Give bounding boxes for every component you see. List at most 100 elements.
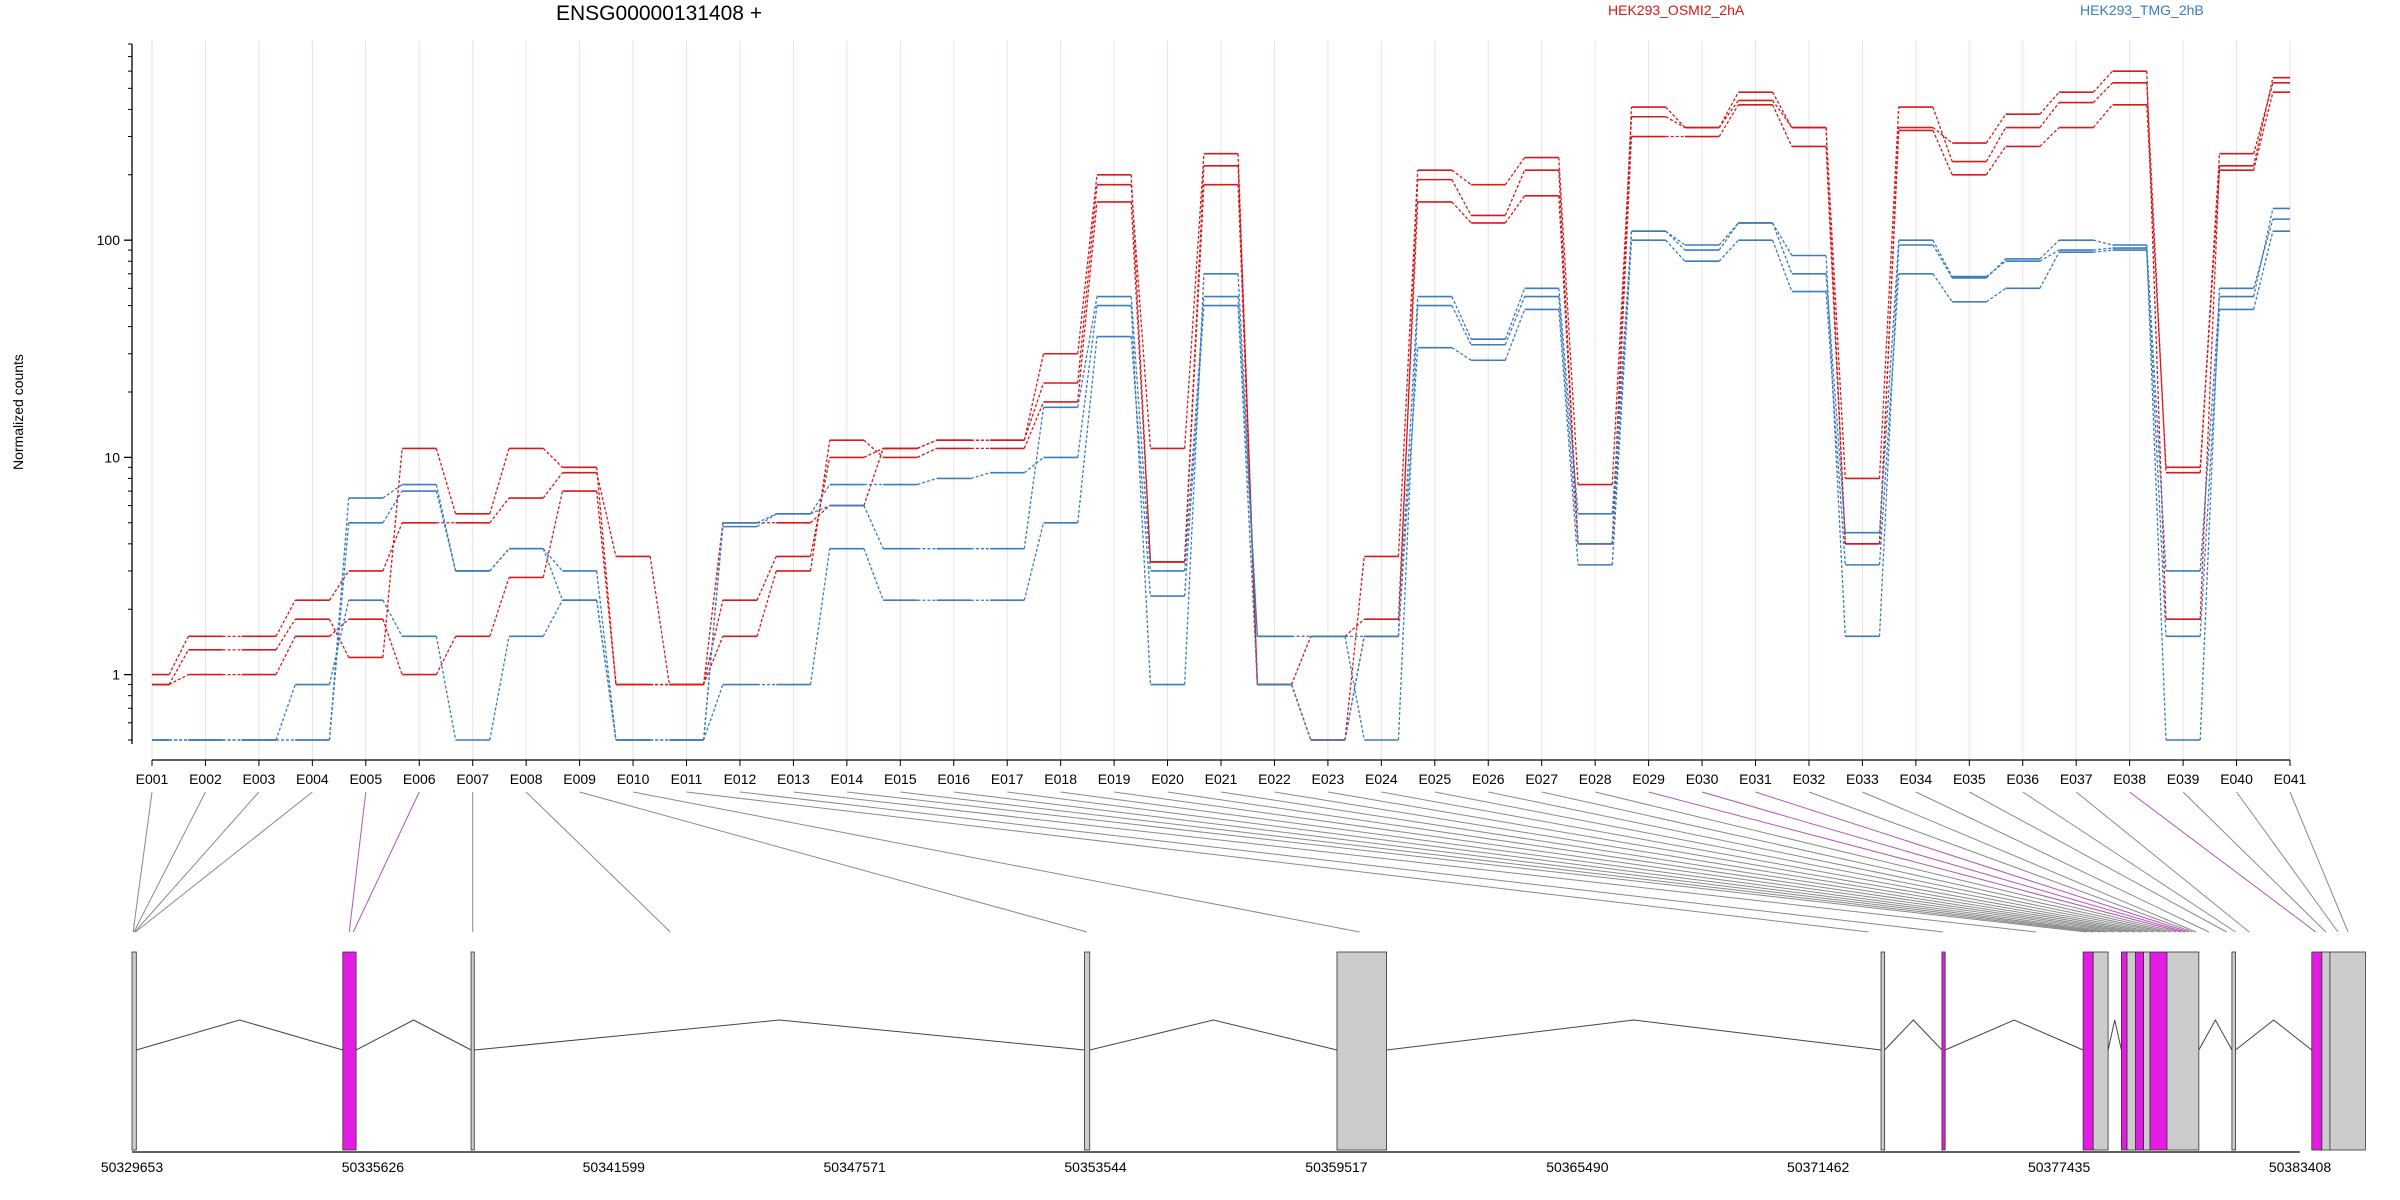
series-transition xyxy=(1878,273,1900,565)
series-transition xyxy=(2253,231,2274,310)
series-transition xyxy=(2146,104,2167,468)
series-transition xyxy=(1451,347,1472,361)
series-transition xyxy=(2039,251,2060,289)
series-transition xyxy=(1771,239,1793,292)
x-tick-label-e014: E014 xyxy=(830,771,863,787)
series-transition xyxy=(809,484,831,515)
intron-line xyxy=(2198,1018,2233,1051)
connector-e020 xyxy=(1167,791,2129,933)
connector-e008 xyxy=(525,791,671,933)
series-transition xyxy=(1344,556,1365,741)
x-tick-label-e011: E011 xyxy=(671,771,703,787)
x-tick-label-e025: E025 xyxy=(1418,771,1451,787)
series-transition xyxy=(809,548,831,685)
connector-e009 xyxy=(579,791,1088,933)
x-tick-label-e007: E007 xyxy=(456,771,489,787)
series-transition xyxy=(489,636,510,741)
series-transition xyxy=(1023,522,1045,601)
connector-e019 xyxy=(1114,791,2122,933)
series-transition xyxy=(1665,116,1686,129)
series-transition xyxy=(382,448,403,658)
series-transition xyxy=(382,490,403,524)
connector-e011 xyxy=(686,791,1869,933)
intron-line xyxy=(1089,1019,1338,1051)
connector-e025 xyxy=(1434,791,2161,933)
connector-e034 xyxy=(1915,791,2210,933)
exon-box-8 xyxy=(2082,951,2094,1151)
series-transition xyxy=(2092,104,2114,128)
series-transition xyxy=(1130,184,1152,449)
intron-line xyxy=(2235,1019,2313,1051)
series-transition xyxy=(1397,347,1419,637)
series-transition xyxy=(2253,92,2274,171)
series-transition xyxy=(1504,288,1526,340)
series-transition xyxy=(1878,240,1900,533)
series-transition xyxy=(1023,456,1044,474)
series-transition xyxy=(2039,91,2060,115)
x-tick-label-e008: E008 xyxy=(510,771,543,787)
series-transition xyxy=(1451,296,1472,340)
series-transition xyxy=(1932,130,1953,176)
series-transition xyxy=(863,548,884,601)
series-transition xyxy=(1397,179,1419,637)
series-transition xyxy=(2039,239,2060,260)
series-transition xyxy=(1665,230,1686,251)
x-tick-label-e024: E024 xyxy=(1365,771,1398,787)
exon-box-10 xyxy=(2121,951,2128,1151)
connector-e038 xyxy=(2129,791,2317,933)
series-transition xyxy=(863,448,884,506)
connector-e005 xyxy=(348,791,367,933)
connector-e033 xyxy=(1862,791,2197,933)
connector-e016 xyxy=(953,791,2101,933)
connector-e002 xyxy=(133,791,206,933)
series-transition xyxy=(2146,248,2167,741)
exon-box-12 xyxy=(2135,951,2144,1151)
series-transition xyxy=(810,504,831,515)
x-tick-label-e035: E035 xyxy=(1953,771,1986,787)
connector-e014 xyxy=(846,791,2087,933)
series-transition xyxy=(168,674,189,686)
series-transition xyxy=(1718,222,1739,246)
series-transition xyxy=(2039,102,2060,128)
series-transition xyxy=(1985,127,2007,162)
series-transition xyxy=(596,467,617,685)
series-transition xyxy=(1985,113,2007,144)
series-transition xyxy=(489,497,510,524)
series-transition xyxy=(382,483,403,499)
series-transition xyxy=(863,505,884,549)
connector-e017 xyxy=(1007,791,2107,933)
series-transition xyxy=(328,600,350,685)
series-transition xyxy=(1878,244,1900,637)
series-transition xyxy=(168,649,189,685)
series-transition xyxy=(1397,305,1419,741)
exon-box-9 xyxy=(2092,951,2109,1151)
x-tick-label-e041: E041 xyxy=(2274,771,2307,787)
series-transition xyxy=(435,636,457,741)
series-transition xyxy=(1611,231,1633,514)
connector-e018 xyxy=(1060,791,2115,933)
x-tick-label-e009: E009 xyxy=(563,771,596,787)
x-tick-label-e036: E036 xyxy=(2006,771,2039,787)
y-tick-label-10: 10 xyxy=(104,449,120,465)
series-transition xyxy=(863,439,884,458)
series-transition xyxy=(2199,165,2221,620)
series-transition xyxy=(542,472,564,499)
series-transition xyxy=(1184,165,1205,563)
series-transition xyxy=(703,636,724,685)
series-transition xyxy=(863,447,884,458)
series-transition xyxy=(1878,127,1900,544)
exon-box-16 xyxy=(2231,951,2236,1151)
series-transition xyxy=(2199,288,2221,741)
series-transition xyxy=(810,505,831,524)
series-transition xyxy=(1023,401,1045,449)
y-tick-label-1: 1 xyxy=(112,667,120,683)
coord-tick-label-50365490: 50365490 xyxy=(1546,1159,1609,1175)
coord-tick-label-50329653: 50329653 xyxy=(101,1159,164,1175)
series-transition xyxy=(1985,258,2007,279)
series-transition xyxy=(1932,239,1953,277)
series-transition xyxy=(1985,146,2007,176)
series-transition xyxy=(1451,169,1472,186)
series-transition xyxy=(542,548,563,572)
series-transition xyxy=(1130,336,1152,597)
